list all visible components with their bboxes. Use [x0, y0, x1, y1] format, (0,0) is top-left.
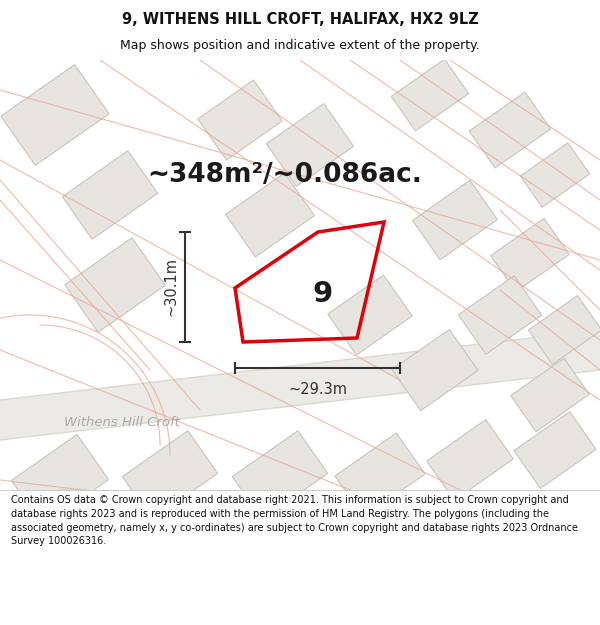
- Polygon shape: [0, 330, 600, 440]
- Polygon shape: [198, 80, 282, 160]
- Polygon shape: [391, 59, 469, 131]
- Polygon shape: [266, 104, 353, 186]
- Polygon shape: [458, 276, 542, 354]
- Polygon shape: [11, 434, 109, 526]
- Text: ~348m²/~0.086ac.: ~348m²/~0.086ac.: [148, 162, 422, 188]
- Polygon shape: [511, 358, 589, 432]
- Polygon shape: [226, 173, 314, 257]
- Polygon shape: [427, 420, 513, 500]
- Text: ~29.3m: ~29.3m: [288, 382, 347, 397]
- Polygon shape: [62, 151, 158, 239]
- Polygon shape: [491, 218, 569, 292]
- Polygon shape: [520, 142, 590, 208]
- Polygon shape: [335, 433, 425, 517]
- Polygon shape: [1, 64, 109, 166]
- Polygon shape: [232, 431, 328, 519]
- Text: Withens Hill Croft: Withens Hill Croft: [64, 416, 180, 429]
- Text: 9: 9: [312, 281, 332, 308]
- Text: 9, WITHENS HILL CROFT, HALIFAX, HX2 9LZ: 9, WITHENS HILL CROFT, HALIFAX, HX2 9LZ: [122, 12, 478, 27]
- Polygon shape: [65, 238, 165, 332]
- Polygon shape: [529, 296, 600, 364]
- Polygon shape: [328, 275, 412, 355]
- Polygon shape: [392, 329, 478, 411]
- Text: ~30.1m: ~30.1m: [163, 258, 179, 316]
- Polygon shape: [413, 180, 497, 260]
- Text: Contains OS data © Crown copyright and database right 2021. This information is : Contains OS data © Crown copyright and d…: [11, 496, 578, 546]
- Polygon shape: [514, 412, 596, 488]
- Polygon shape: [469, 92, 551, 168]
- Polygon shape: [122, 431, 218, 519]
- Text: Map shows position and indicative extent of the property.: Map shows position and indicative extent…: [120, 39, 480, 51]
